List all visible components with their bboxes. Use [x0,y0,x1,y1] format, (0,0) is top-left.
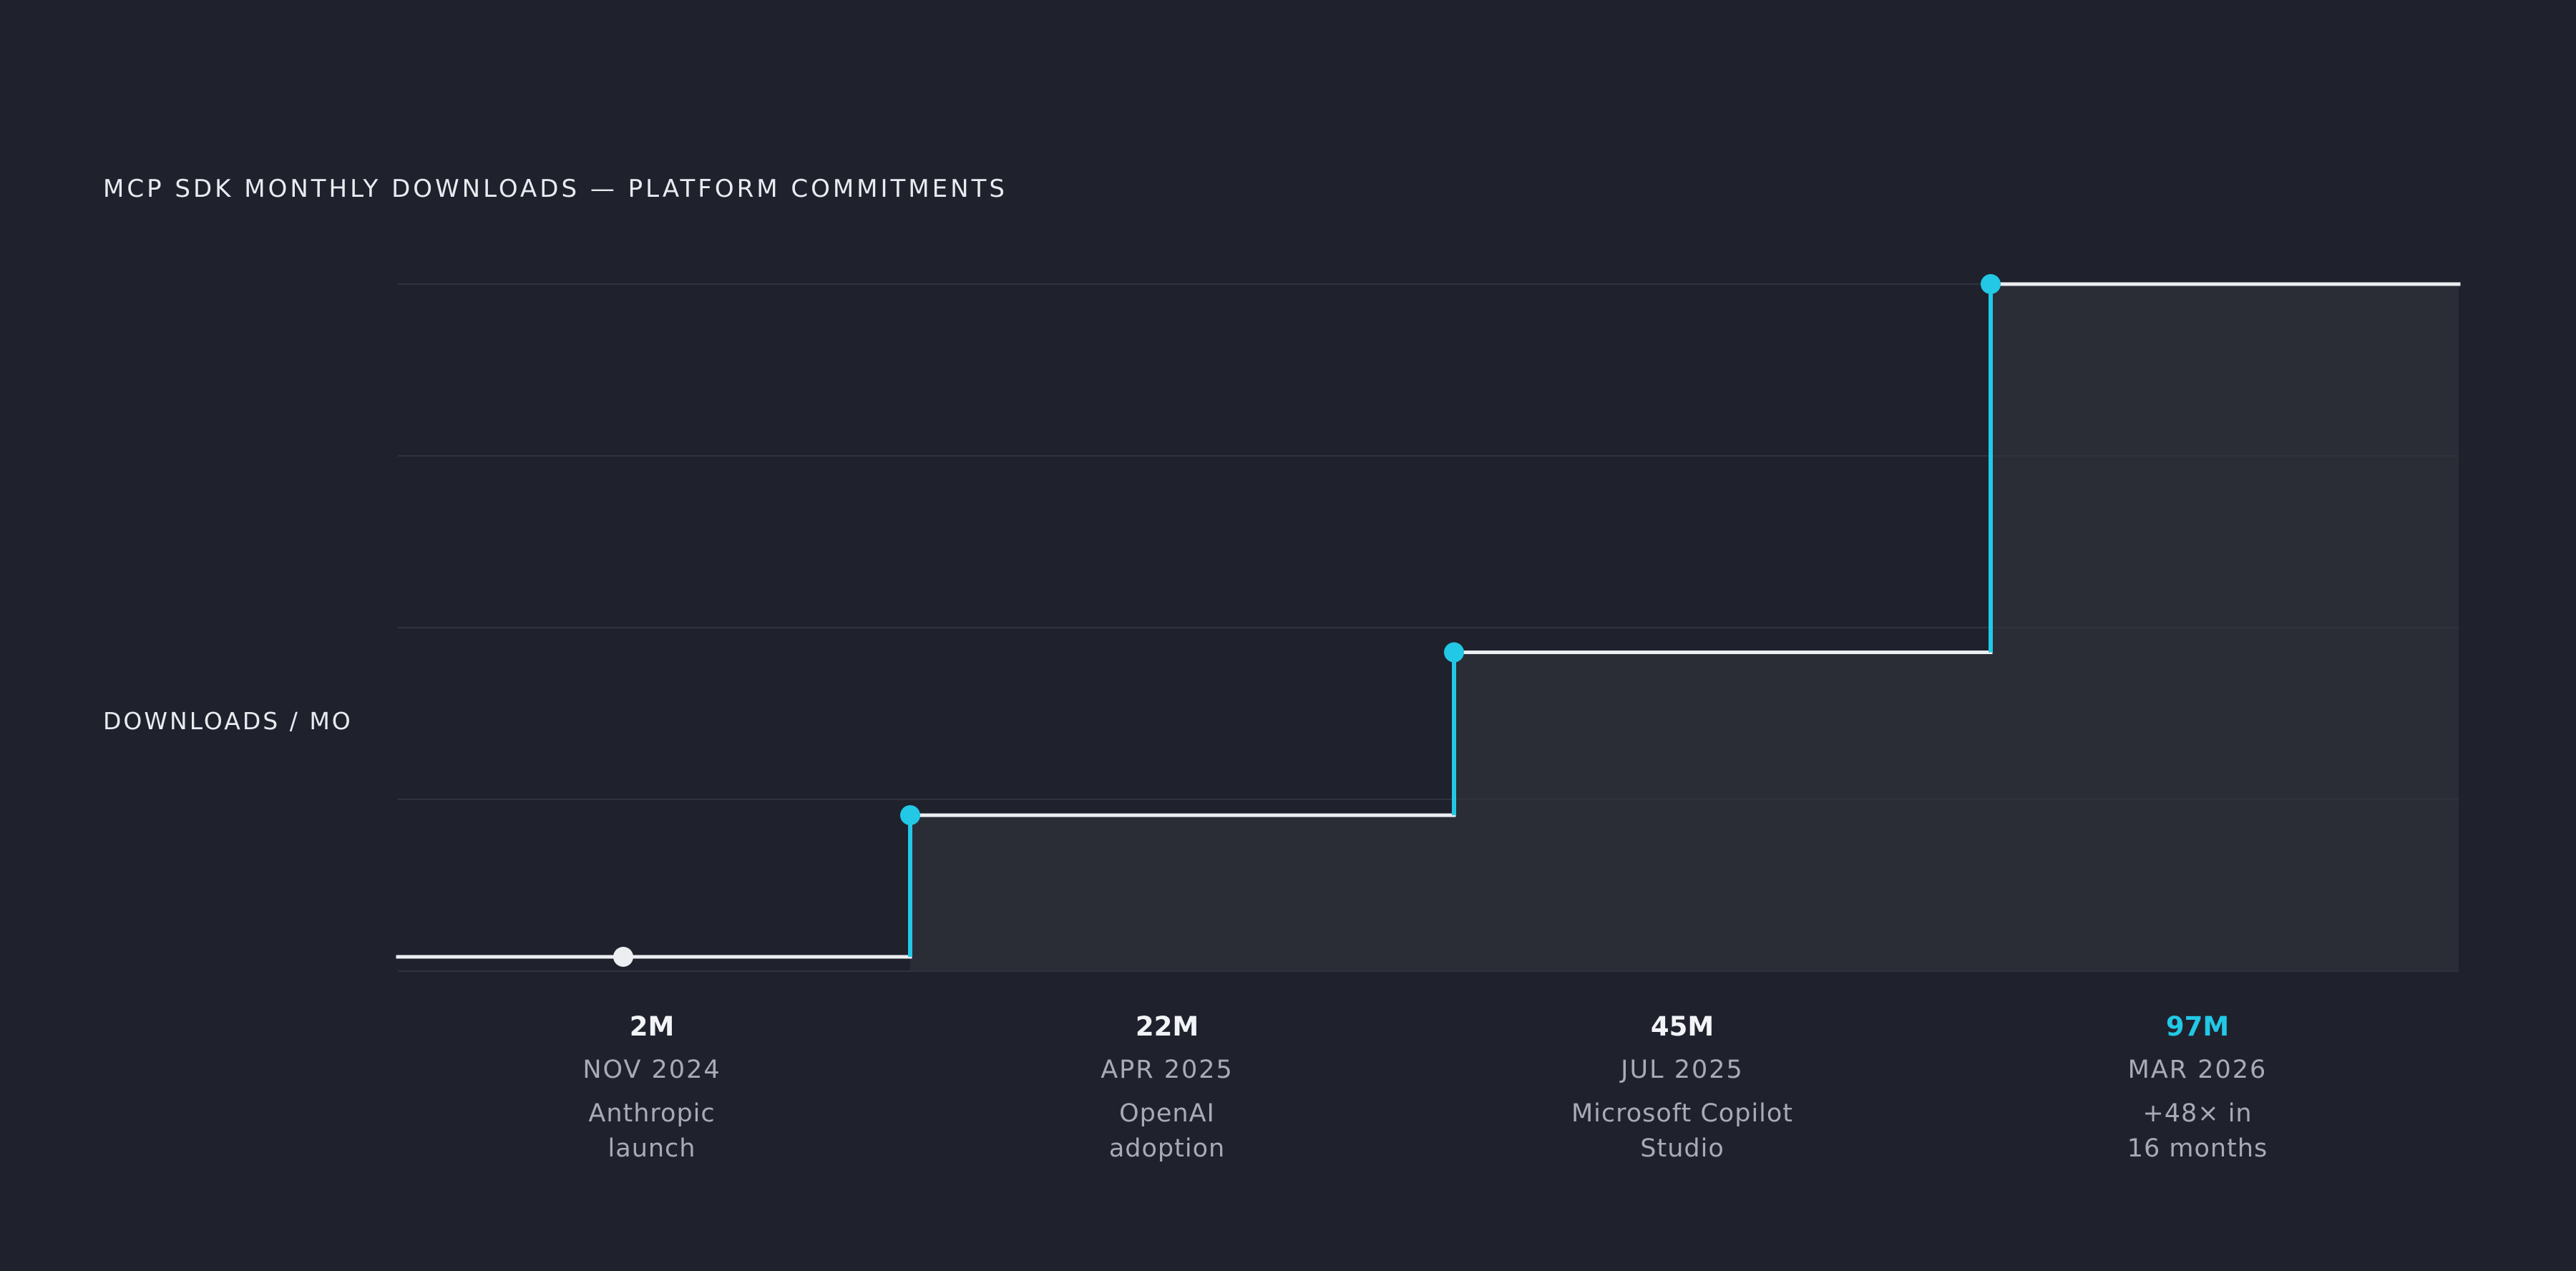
milestone-note: +48× in 16 months [1997,1096,2398,1167]
milestone-value: 22M [1135,1011,1199,1042]
milestone-note-line: adoption [1108,1134,1226,1163]
milestone-note: Microsoft Copilot Studio [1482,1096,1883,1167]
milestone-value: 97M [2165,1011,2230,1042]
data-point [613,947,633,967]
milestone-jul-2025: 45M JUL 2025 Microsoft Copilot Studio [1482,1009,1883,1167]
milestone-note-line: Anthropic [588,1099,716,1128]
milestone-nov-2024: 2M NOV 2024 Anthropic launch [452,1009,852,1167]
milestone-note-line: launch [608,1134,696,1163]
milestone-mar-2026: 97M MAR 2026 +48× in 16 months [1997,1009,2398,1167]
milestone-date: JUL 2025 [1621,1056,1744,1084]
milestone-note-line: Studio [1640,1134,1724,1163]
milestone-date: APR 2025 [1101,1056,1234,1084]
milestone-date: NOV 2024 [582,1056,721,1084]
milestone-note-line: OpenAI [1119,1099,1215,1128]
data-point [1444,642,1464,663]
milestone-value: 45M [1650,1011,1714,1042]
data-point [900,805,920,826]
milestone-note-line: 16 months [2127,1134,2268,1163]
data-point [1981,274,2001,294]
milestone-note-line: Microsoft Copilot [1571,1099,1794,1128]
milestone-value: 2M [629,1011,675,1042]
milestone-apr-2025: 22M APR 2025 OpenAI adoption [967,1009,1367,1167]
milestone-note-line: +48× in [2142,1099,2253,1128]
chart-title: MCP SDK MONTHLY DOWNLOADS — PLATFORM COM… [103,175,1008,203]
milestone-note: Anthropic launch [452,1096,852,1167]
y-axis-label: DOWNLOADS / MO [103,707,353,735]
milestone-date: MAR 2026 [2127,1056,2268,1084]
milestone-note: OpenAI adoption [967,1096,1367,1167]
